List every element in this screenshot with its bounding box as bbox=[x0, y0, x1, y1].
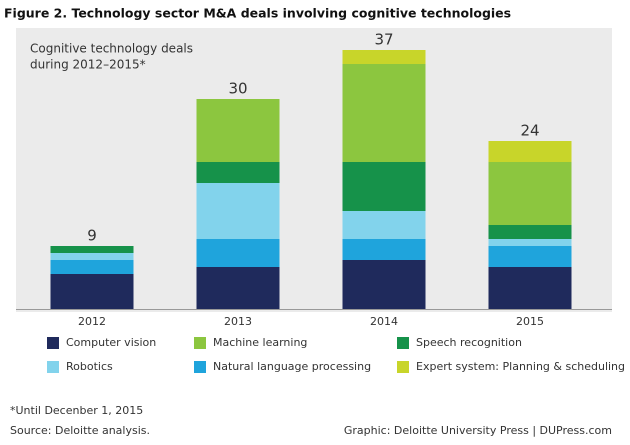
total-label: 24 bbox=[520, 122, 539, 140]
bar-segment bbox=[196, 99, 280, 162]
bar-segment bbox=[342, 239, 426, 260]
legend-swatch bbox=[397, 361, 409, 373]
bar-segment bbox=[196, 162, 280, 183]
bar-segment bbox=[196, 239, 280, 267]
legend-swatch bbox=[194, 337, 206, 349]
bar-segment bbox=[196, 267, 280, 309]
credit: Graphic: Deloitte University Press | DUP… bbox=[344, 424, 612, 437]
bar-segment bbox=[342, 260, 426, 309]
bar-segment bbox=[50, 246, 134, 253]
chart-title: Figure 2. Technology sector M&A deals in… bbox=[4, 6, 511, 21]
bar-segment bbox=[196, 183, 280, 239]
total-label: 37 bbox=[374, 31, 393, 49]
legend-swatch bbox=[47, 337, 59, 349]
source: Source: Deloitte analysis. bbox=[10, 424, 150, 437]
bar-segment bbox=[488, 239, 572, 246]
legend-label: Machine learning bbox=[213, 336, 307, 349]
legend-label: Robotics bbox=[66, 360, 113, 373]
footnote: *Until Decenber 1, 2015 bbox=[10, 404, 143, 417]
subtitle: Cognitive technology deals bbox=[30, 42, 193, 56]
bar-segment bbox=[488, 141, 572, 162]
bar-segment bbox=[488, 162, 572, 225]
bar-segment bbox=[50, 253, 134, 260]
x-tick-label: 2012 bbox=[78, 315, 106, 328]
bar-segment bbox=[342, 162, 426, 211]
legend-swatch bbox=[47, 361, 59, 373]
legend-label: Expert system: Planning & scheduling bbox=[416, 360, 625, 373]
x-tick-label: 2013 bbox=[224, 315, 252, 328]
bar-segment bbox=[488, 246, 572, 267]
legend-label: Computer vision bbox=[66, 336, 156, 349]
legend-swatch bbox=[194, 361, 206, 373]
bar-segment bbox=[342, 50, 426, 64]
legend-label: Speech recognition bbox=[416, 336, 522, 349]
bar-segment bbox=[342, 211, 426, 239]
legend-swatch bbox=[397, 337, 409, 349]
legend-label: Natural language processing bbox=[213, 360, 371, 373]
bar-segment bbox=[342, 64, 426, 162]
total-label: 30 bbox=[228, 80, 247, 98]
total-label: 9 bbox=[87, 227, 97, 245]
x-tick-label: 2015 bbox=[516, 315, 544, 328]
bar-segment bbox=[50, 260, 134, 274]
subtitle: during 2012–2015* bbox=[30, 58, 146, 72]
bar-segment bbox=[488, 267, 572, 309]
bar-segment bbox=[488, 225, 572, 239]
bar-segment bbox=[50, 274, 134, 309]
x-tick-label: 2014 bbox=[370, 315, 398, 328]
